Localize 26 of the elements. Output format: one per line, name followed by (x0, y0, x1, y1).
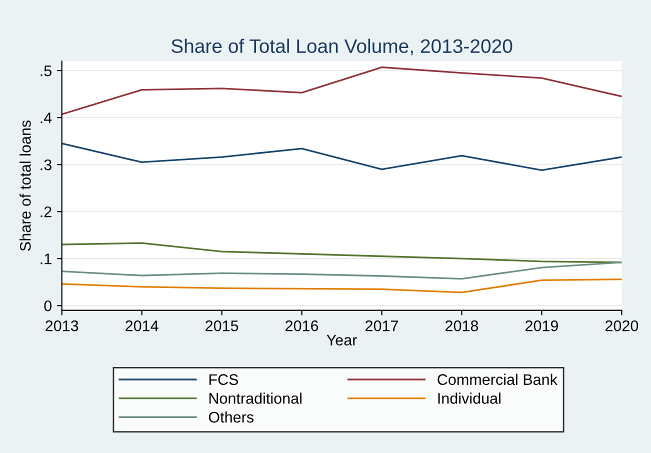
legend-label: Commercial Bank (438, 374, 558, 385)
x-tick-label: 2017 (366, 320, 398, 332)
line-series (62, 278, 622, 294)
x-axis-title: Year (326, 334, 357, 346)
x-tick-label: 2019 (526, 320, 558, 332)
line-series (62, 66, 622, 116)
legend-label: Others (208, 411, 254, 423)
x-tick-label: 2015 (206, 320, 238, 332)
line-series (62, 142, 622, 172)
x-tick-label: 2014 (126, 320, 158, 332)
y-axis-title: Share of total loans (20, 120, 31, 251)
y-tick-label: .5 (40, 66, 52, 76)
y-tick-label: .4 (40, 112, 52, 124)
x-tick-label: 2018 (446, 320, 478, 332)
y-tick-label: .2 (40, 206, 52, 218)
y-tick-label: 0 (44, 300, 52, 312)
x-tick-label: 2013 (46, 320, 78, 332)
y-tick-label: .3 (40, 159, 52, 170)
legend-label: Individual (438, 392, 500, 404)
legend-label: FCS (209, 374, 238, 385)
x-tick-label: 2020 (605, 320, 638, 332)
line-series (62, 262, 622, 280)
y-tick-label: .1 (40, 254, 52, 264)
chart-title: Share of Total Loan Volume, 2013-2020 (172, 38, 512, 56)
x-tick-label: 2016 (286, 320, 318, 332)
legend-label: Nontraditional (209, 392, 302, 404)
